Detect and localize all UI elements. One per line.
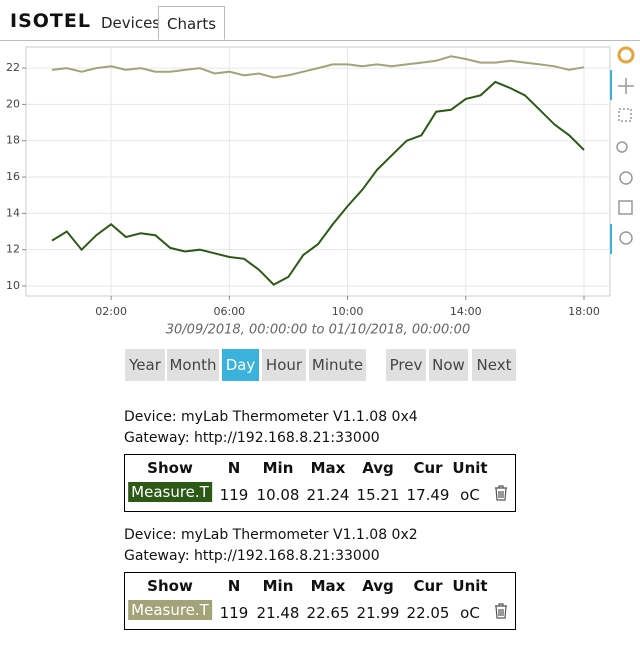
series-line (51, 55, 585, 79)
tab[interactable]: Charts (158, 6, 226, 40)
column-header: Min (262, 577, 294, 595)
header-rule (0, 40, 640, 41)
nav-button[interactable]: Next (472, 349, 516, 381)
range-button[interactable]: Day (222, 349, 259, 381)
range-button[interactable]: Minute (309, 349, 366, 381)
table-cell: oC (460, 604, 480, 622)
table-cell: 21.99 (356, 604, 400, 622)
save-tool[interactable] (618, 200, 633, 215)
gateway: Gateway: http://192.168.8.21:33000 (124, 430, 380, 446)
trash-glyph (495, 603, 507, 619)
x-tick-label: 14:00 (450, 305, 482, 318)
delete-icon[interactable] (494, 485, 508, 501)
active-indicator (610, 70, 612, 100)
logo: ISOTEL (10, 10, 91, 32)
x-tick-label: 06:00 (213, 305, 245, 318)
reset-tool[interactable] (619, 171, 633, 185)
table-cell: 21.24 (306, 486, 350, 504)
x-tick-label: 10:00 (332, 305, 364, 318)
delete-icon[interactable] (494, 603, 508, 619)
table-cell: 21.48 (256, 604, 300, 622)
y-tick-label: 12 (6, 243, 20, 256)
bokeh-logo[interactable] (617, 46, 635, 64)
box-zoom-tool[interactable] (618, 108, 632, 122)
column-header: Min (262, 459, 294, 477)
y-tick-label: 16 (6, 170, 20, 183)
wheel-zoom-tool[interactable] (616, 141, 628, 153)
table-cell: 17.49 (406, 486, 450, 504)
crosshair-tool[interactable] (619, 231, 633, 245)
nav-button[interactable]: Now (429, 349, 468, 381)
device-table: Show N Min Max Avg Cur Unit Measure.T 119 10.08 21… (124, 454, 516, 512)
column-header: N (227, 577, 241, 595)
plot-frame (25, 46, 611, 297)
y-tick-label: 14 (6, 206, 20, 219)
tab[interactable]: Devices (101, 14, 161, 32)
gateway: Gateway: http://192.168.8.21:33000 (124, 548, 380, 564)
y-tick-label: 10 (6, 279, 20, 292)
x-tick-label: 02:00 (95, 305, 127, 318)
series-toggle[interactable]: Measure.T (128, 482, 212, 502)
column-header: Avg (362, 459, 394, 477)
chart-subtitle: 30/09/2018, 00:00:00 to 01/10/2018, 00:0… (166, 323, 470, 338)
x-tick-label: 18:00 (568, 305, 600, 318)
series-line (51, 80, 585, 286)
table-cell: 22.65 (306, 604, 350, 622)
table-cell: 22.05 (406, 604, 450, 622)
toolbar (610, 46, 635, 254)
column-header: Max (310, 577, 346, 595)
column-header: Unit (452, 577, 488, 595)
series-chip[interactable]: Measure.T (128, 482, 212, 502)
device-name: Device: myLab Thermometer V1.1.08 0x2 (124, 527, 418, 543)
pan-tool[interactable] (618, 78, 634, 94)
column-header: Avg (362, 577, 394, 595)
column-header: Show (147, 459, 193, 477)
y-tick-label: 22 (6, 61, 20, 74)
nav-button[interactable]: Prev (386, 349, 426, 381)
device-name: Device: myLab Thermometer V1.1.08 0x4 (124, 409, 418, 425)
series-toggle[interactable]: Measure.T (128, 600, 212, 620)
table-cell: 119 (219, 604, 249, 622)
range-button[interactable]: Hour (262, 349, 306, 381)
column-header: Unit (452, 459, 488, 477)
column-header: Show (147, 577, 193, 595)
column-header: Cur (413, 577, 443, 595)
column-header: Cur (413, 459, 443, 477)
table-cell: 119 (219, 486, 249, 504)
range-button[interactable]: Month (167, 349, 219, 381)
table-cell: 10.08 (256, 486, 300, 504)
column-header: Max (310, 459, 346, 477)
series-chip[interactable]: Measure.T (128, 600, 212, 620)
trash-glyph (495, 485, 507, 501)
table-cell: oC (460, 486, 480, 504)
range-button[interactable]: Year (125, 349, 165, 381)
device-table: Show N Min Max Avg Cur Unit Measure.T 119 21.48 22… (124, 572, 516, 630)
column-header: N (227, 459, 241, 477)
y-tick-label: 20 (6, 97, 20, 110)
y-tick-label: 18 (6, 134, 20, 147)
table-cell: 15.21 (356, 486, 400, 504)
active-indicator (610, 224, 612, 254)
